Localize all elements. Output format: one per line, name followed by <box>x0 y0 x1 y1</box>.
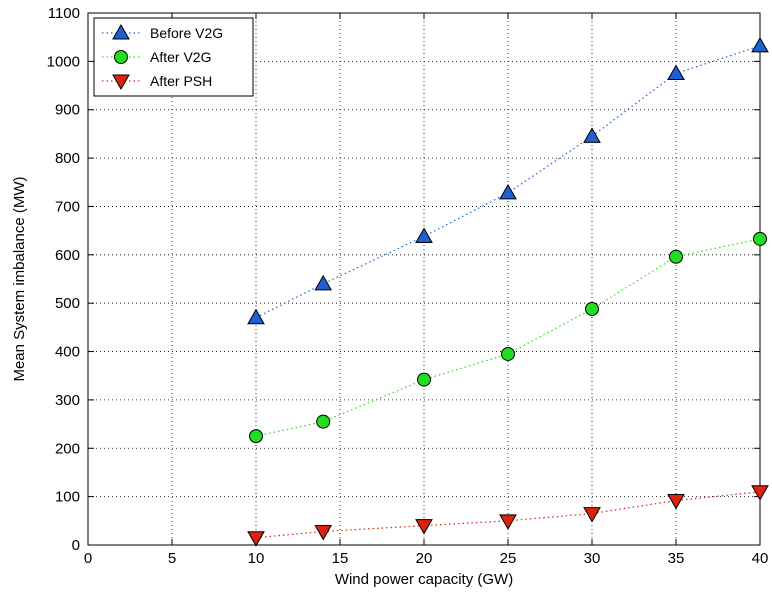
data-point <box>316 414 331 429</box>
y-tick-label: 900 <box>55 102 80 119</box>
data-point <box>415 519 433 535</box>
x-tick-label: 40 <box>752 550 769 567</box>
legend-marker <box>112 74 130 91</box>
data-point <box>669 249 683 264</box>
data-point <box>583 127 601 143</box>
y-tick-label: 200 <box>55 440 80 457</box>
data-point <box>585 301 599 316</box>
x-tick-label: 25 <box>500 550 517 567</box>
series-after-psh <box>247 485 769 547</box>
y-tick-label: 100 <box>55 489 80 506</box>
data-point <box>499 183 517 200</box>
axis-ticks: 0 5 10 15 20 25 30 35 40010020030040050060070080… <box>47 5 769 567</box>
legend-marker <box>112 23 130 40</box>
grid <box>88 13 760 545</box>
y-tick-label: 600 <box>55 247 80 264</box>
data-point <box>499 514 517 530</box>
data-point <box>667 64 685 80</box>
x-tick-label: 5 <box>168 550 176 567</box>
y-tick-label: 300 <box>55 392 80 409</box>
y-tick-label: 800 <box>55 150 80 167</box>
series-after-v2g <box>249 231 767 444</box>
series-layer <box>247 36 769 547</box>
x-tick-label: 10 <box>248 550 265 567</box>
x-tick-label: 20 <box>416 550 433 567</box>
x-tick-label: 0 <box>84 550 92 567</box>
y-tick-label: 1100 <box>48 5 80 22</box>
data-point <box>249 429 263 444</box>
data-point <box>417 372 431 387</box>
legend-label: After PSH <box>150 73 212 89</box>
y-tick-label: 400 <box>55 344 80 361</box>
data-point <box>751 36 769 53</box>
legend-marker <box>114 50 128 64</box>
data-point <box>314 274 333 291</box>
x-axis-label: Wind power capacity (GW) <box>335 571 513 588</box>
data-point <box>501 346 515 361</box>
legend-label: Before V2G <box>150 25 223 41</box>
y-tick-label: 500 <box>55 295 80 312</box>
legend-label: After V2G <box>150 49 211 65</box>
series-before-v2g <box>247 36 769 325</box>
data-point <box>751 485 769 501</box>
legend: Before V2G After V2G After PSH <box>93 17 254 97</box>
data-point <box>247 308 265 325</box>
data-point <box>314 524 333 541</box>
y-tick-label: 1000 <box>47 53 80 70</box>
y-axis-label: Mean System imbalance (MW) <box>11 176 28 381</box>
x-tick-label: 35 <box>668 550 685 567</box>
y-tick-label: 0 <box>72 537 80 554</box>
data-point <box>583 507 601 523</box>
data-point <box>415 227 433 243</box>
y-tick-label: 700 <box>55 198 80 215</box>
x-tick-label: 30 <box>584 550 601 567</box>
data-point <box>247 531 265 547</box>
data-point <box>667 494 685 510</box>
data-point <box>753 231 767 246</box>
x-tick-label: 15 <box>332 550 349 567</box>
